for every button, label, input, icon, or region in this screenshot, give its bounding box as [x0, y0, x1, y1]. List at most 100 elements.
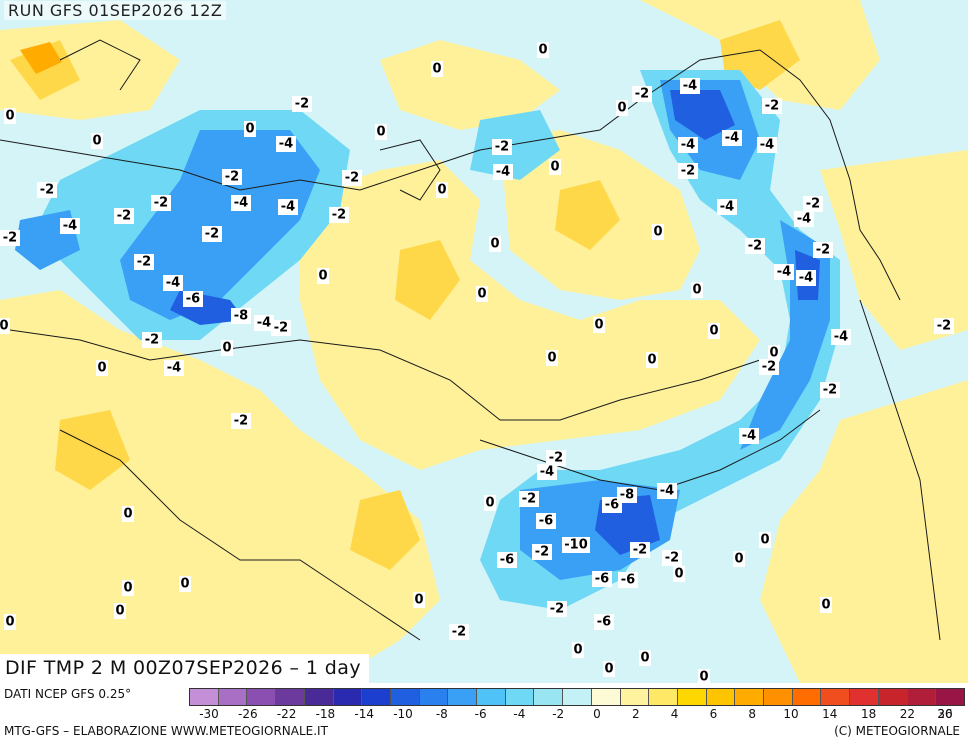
contour-label: 0 [96, 360, 108, 376]
contour-label-bg [774, 264, 794, 280]
contour-label-bg [603, 661, 615, 677]
contour-label: -2 [114, 208, 134, 224]
contour-label: 0 [646, 352, 658, 368]
contour-label: -4 [680, 78, 700, 94]
svg-text:-4: -4 [234, 196, 248, 211]
svg-text:0: 0 [604, 662, 613, 677]
contour-label-bg [183, 291, 203, 307]
svg-text:0: 0 [92, 134, 101, 149]
svg-text:-4: -4 [742, 429, 756, 444]
legend-tick-label: 0 [593, 707, 601, 721]
legend-swatch [821, 689, 851, 705]
legend-swatch [735, 689, 765, 705]
legend-tick-label: 22 [899, 707, 916, 721]
svg-text:0: 0 [538, 43, 547, 58]
contour-label: -2 [546, 450, 566, 466]
contour-label: 0 [0, 318, 10, 334]
data-source-label: DATI NCEP GFS 0.25° [4, 687, 132, 701]
contour-label: -4 [678, 137, 698, 153]
contour-label-bg [96, 360, 108, 376]
contour-label: 0 [436, 182, 448, 198]
contour-label: -4 [796, 270, 816, 286]
contour-label: -2 [745, 238, 765, 254]
svg-text:-2: -2 [762, 360, 776, 375]
contour-label: -2 [142, 332, 162, 348]
contour-label-bg [652, 224, 664, 240]
contour-label-bg [221, 340, 233, 356]
contour-label-bg [431, 61, 443, 77]
contour-label: 0 [652, 224, 664, 240]
svg-text:0: 0 [180, 577, 189, 592]
contour-label-bg [114, 603, 126, 619]
svg-text:-4: -4 [281, 200, 295, 215]
contour-label-bg [762, 98, 782, 114]
legend-swatch [304, 689, 334, 705]
contour-label-bg [618, 572, 638, 588]
svg-text:-6: -6 [605, 498, 619, 513]
run-title: RUN GFS 01SEP2026 12Z [4, 1, 227, 20]
contour-label: 0 [603, 661, 615, 677]
legend-tick-label: 4 [670, 707, 679, 721]
svg-text:-2: -2 [681, 164, 695, 179]
svg-text:-4: -4 [683, 79, 697, 94]
contour-label-bg [745, 238, 765, 254]
contour-label-bg [759, 359, 779, 375]
contour-label: -2 [0, 230, 20, 246]
contour-label: -2 [759, 359, 779, 375]
contour-label-bg [794, 211, 814, 227]
contour-label: -4 [60, 218, 80, 234]
svg-text:-2: -2 [295, 97, 309, 112]
contour-label-bg [616, 100, 628, 116]
contour-label-bg [708, 323, 720, 339]
contour-label-bg [60, 218, 80, 234]
contour-label-bg [630, 542, 650, 558]
svg-text:-4: -4 [834, 330, 848, 345]
contour-label: -2 [820, 382, 840, 398]
legend-tick-label: -14 [354, 707, 374, 721]
contour-label-bg [537, 42, 549, 58]
legend-tick-label: 18 [860, 707, 877, 721]
contour-label-bg [164, 360, 184, 376]
legend-swatch [390, 689, 420, 705]
legend-tick-label: 30 [937, 707, 953, 721]
svg-text:0: 0 [97, 361, 106, 376]
contour-label-bg [547, 601, 567, 617]
svg-text:-2: -2 [3, 231, 17, 246]
contour-label: -8 [617, 487, 637, 503]
contour-label-bg [122, 506, 134, 522]
contour-label: -4 [794, 211, 814, 227]
contour-label: -2 [202, 226, 222, 242]
contour-label: 0 [114, 603, 126, 619]
contour-label: -10 [562, 537, 590, 553]
contour-label: -2 [342, 170, 362, 186]
contour-label-bg [142, 332, 162, 348]
svg-text:-4: -4 [799, 271, 813, 286]
legend-swatch [333, 689, 363, 705]
contour-label-bg [231, 413, 251, 429]
contour-label-bg [292, 96, 312, 112]
svg-text:-4: -4 [166, 276, 180, 291]
legend-swatch [505, 689, 535, 705]
contour-label-bg [0, 318, 10, 334]
svg-text:-2: -2 [452, 625, 466, 640]
svg-text:-2: -2 [937, 319, 951, 334]
contour-label: -4 [831, 329, 851, 345]
contour-label-bg [375, 124, 387, 140]
contour-label-bg [4, 614, 16, 630]
svg-text:0: 0 [477, 287, 486, 302]
svg-text:-4: -4 [63, 219, 77, 234]
contour-label: 0 [317, 268, 329, 284]
contour-label: -2 [532, 544, 552, 560]
contour-label: -2 [547, 601, 567, 617]
contour-label-bg [831, 329, 851, 345]
contour-label: 0 [673, 566, 685, 582]
svg-text:-2: -2 [765, 99, 779, 114]
contour-label: -4 [757, 137, 777, 153]
contour-label-bg [594, 614, 614, 630]
contour-label: 0 [244, 121, 256, 137]
svg-text:0: 0 [594, 318, 603, 333]
legend-swatch [276, 689, 305, 705]
contour-label: -4 [774, 264, 794, 280]
svg-text:0: 0 [376, 125, 385, 140]
contour-label-bg [722, 130, 742, 146]
